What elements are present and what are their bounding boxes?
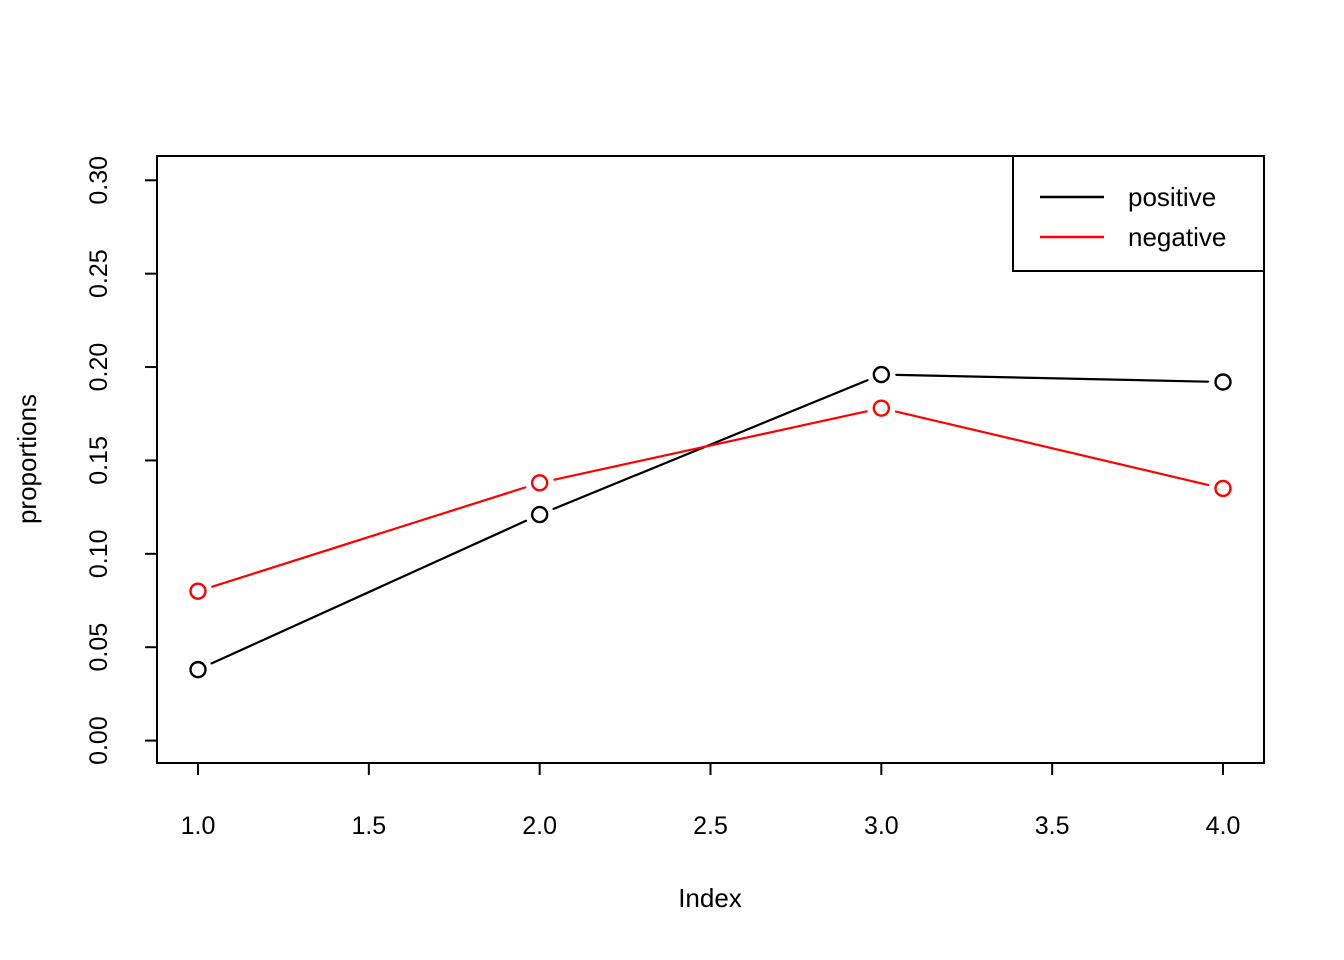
data-point-positive-4 (1214, 373, 1232, 391)
line-segment-negative (894, 410, 1210, 487)
data-point-positive-2 (530, 505, 549, 524)
data-point-positive-3 (872, 365, 891, 384)
series-positive (189, 365, 1232, 679)
legend-box (1012, 155, 1265, 272)
x-tick-label: 1.0 (181, 812, 216, 840)
x-tick-label: 2.0 (522, 812, 557, 840)
y-tick-label: 0.25 (85, 249, 113, 298)
x-tick-label: 4.0 (1206, 812, 1241, 840)
line-segment-negative (553, 410, 868, 481)
x-tick-label: 1.5 (351, 812, 386, 840)
series-negative (189, 399, 1232, 600)
legend: positive negative (1012, 155, 1265, 272)
legend-label-positive: positive (1128, 182, 1216, 212)
x-tick-label: 2.5 (693, 812, 728, 840)
y-tick-label: 0.10 (85, 529, 113, 578)
y-tick-label: 0.05 (85, 623, 113, 672)
x-tick-label: 3.5 (1035, 812, 1070, 840)
data-point-negative-1 (189, 582, 207, 600)
x-axis-title: Index (678, 883, 742, 913)
legend-label-negative: negative (1128, 222, 1226, 252)
y-tick-label: 0.30 (85, 156, 113, 205)
data-point-negative-4 (1214, 479, 1232, 498)
data-series-group (189, 365, 1232, 679)
data-point-negative-2 (530, 474, 549, 492)
data-point-positive-1 (189, 660, 207, 679)
y-tick-label: 0.15 (85, 436, 113, 485)
x-axis: 1.0 1.5 2.0 2.5 3.0 3.5 4.0 (181, 763, 1241, 840)
line-segment-negative (211, 486, 527, 588)
line-segment-positive (210, 519, 528, 665)
data-point-negative-3 (872, 399, 891, 417)
y-axis-title: proportions (12, 394, 42, 524)
y-tick-label: 0.00 (85, 716, 113, 765)
y-tick-label: 0.20 (85, 343, 113, 392)
x-tick-label: 3.0 (864, 812, 899, 840)
line-segment-positive (895, 373, 1210, 383)
y-axis: 0.00 0.05 0.10 0.15 0.20 0.25 0.30 (85, 156, 157, 765)
